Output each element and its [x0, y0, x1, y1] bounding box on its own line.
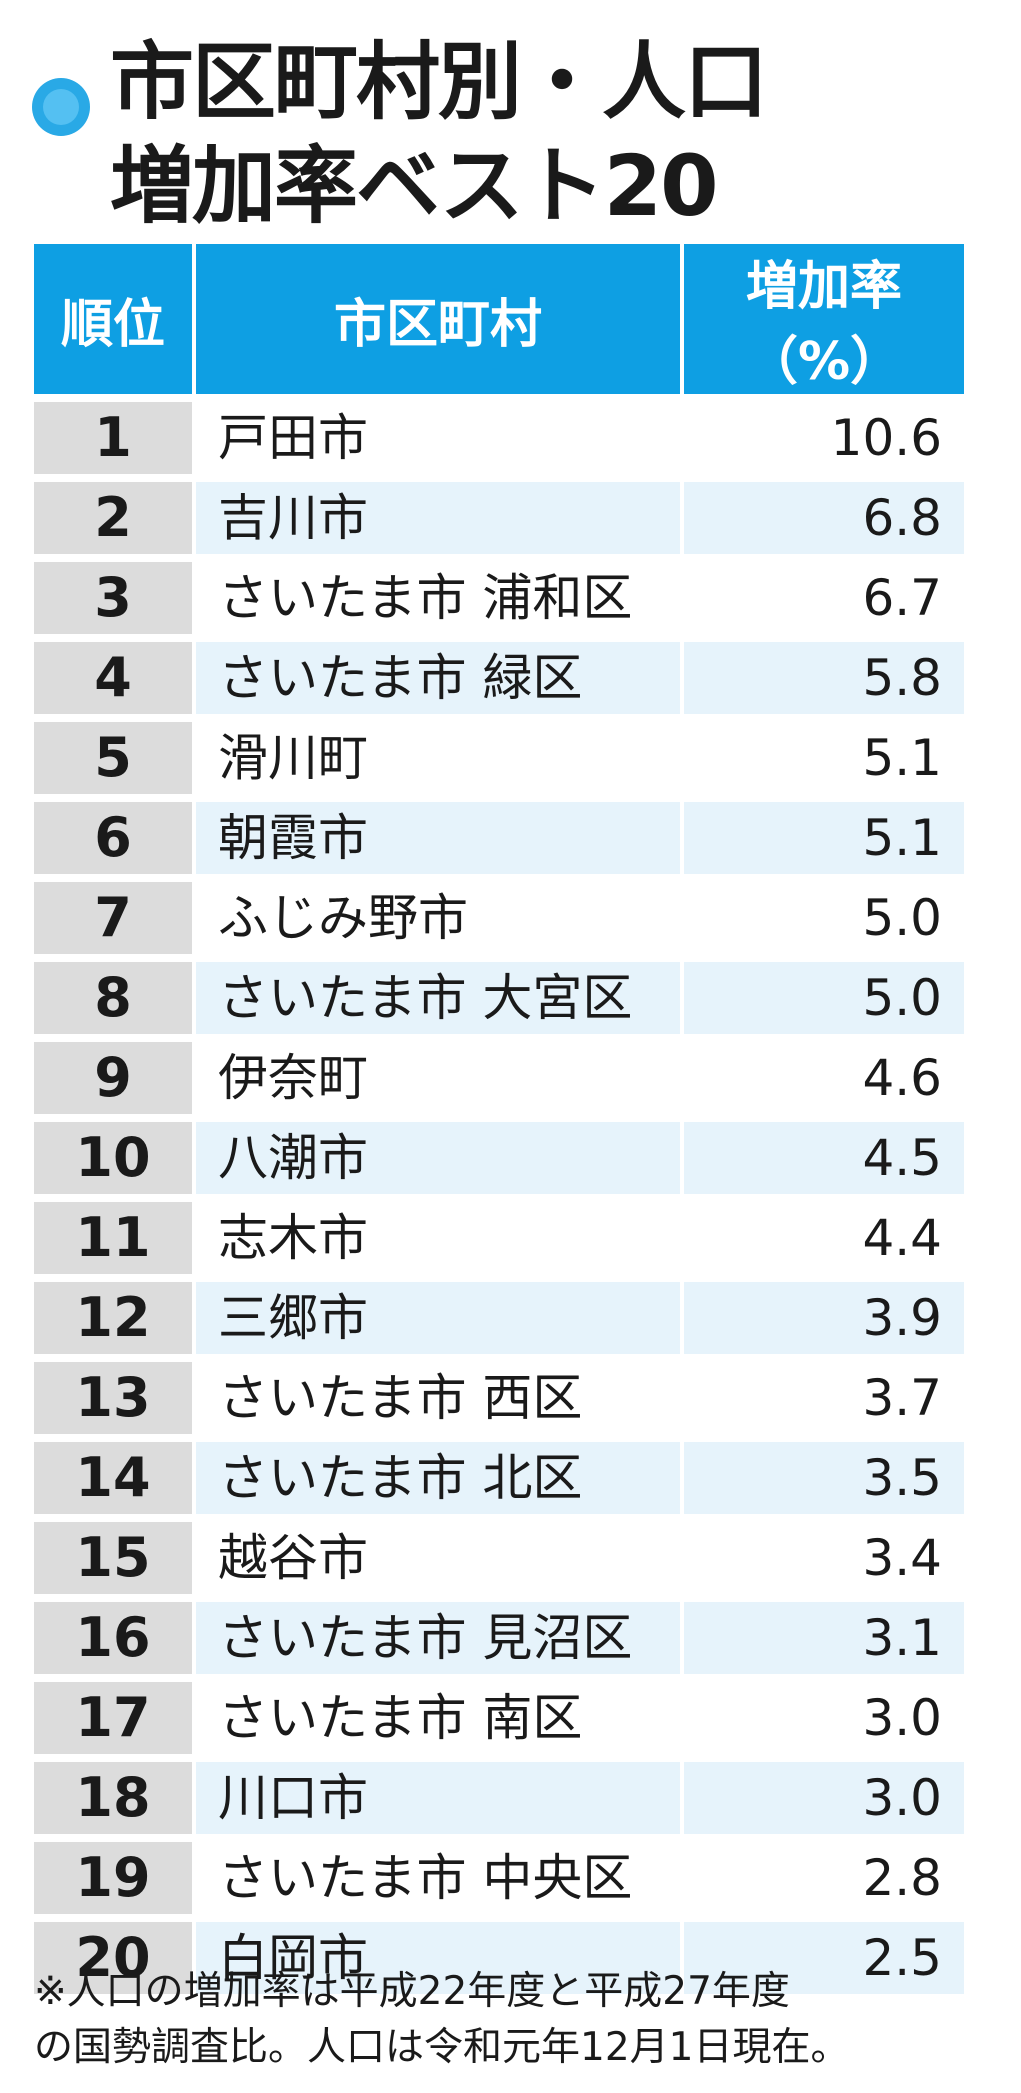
table-row: 10 八潮市 4.5	[34, 1122, 964, 1202]
growth-rate-cell: 6.7	[684, 562, 964, 642]
table-row: 1 戸田市 10.6	[34, 402, 964, 482]
municipality-cell: さいたま市 中央区	[196, 1842, 680, 1922]
municipality-cell: ふじみ野市	[196, 882, 680, 962]
growth-rate-cell: 3.7	[684, 1362, 964, 1442]
growth-rate-cell: 3.5	[684, 1442, 964, 1522]
table-row: 20 白岡市 2.5	[34, 1922, 964, 2002]
table-row: 16 さいたま市 見沼区 3.1	[34, 1602, 964, 1682]
table-row: 17 さいたま市 南区 3.0	[34, 1682, 964, 1762]
municipality-cell: 朝霞市	[196, 802, 680, 882]
table-row: 7 ふじみ野市 5.0	[34, 882, 964, 962]
municipality-cell: 伊奈町	[196, 1042, 680, 1122]
growth-rate-cell: 2.8	[684, 1842, 964, 1922]
rank-cell: 12	[34, 1282, 192, 1362]
growth-rate-cell: 3.4	[684, 1522, 964, 1602]
growth-rate-cell: 4.5	[684, 1122, 964, 1202]
rank-cell: 19	[34, 1842, 192, 1922]
table-row: 6 朝霞市 5.1	[34, 802, 964, 882]
table-header: 順位 市区町村 増加率（%）	[34, 244, 964, 402]
rank-cell: 15	[34, 1522, 192, 1602]
header-rank: 順位	[34, 244, 192, 402]
growth-rate-cell: 10.6	[684, 402, 964, 482]
growth-rate-cell: 4.6	[684, 1042, 964, 1122]
ranking-table: 順位 市区町村 増加率（%） 1 戸田市 10.6 2 吉川市 6.8 3 さいたま市 浦和区…	[30, 244, 968, 2002]
rank-cell: 3	[34, 562, 192, 642]
rank-cell: 11	[34, 1202, 192, 1282]
rank-cell: 2	[34, 482, 192, 562]
table-row: 13 さいたま市 西区 3.7	[34, 1362, 964, 1442]
table-row: 11 志木市 4.4	[34, 1202, 964, 1282]
rank-cell: 8	[34, 962, 192, 1042]
footnote-line-1: ※人口の増加率は平成22年度と平成27年度	[34, 1969, 790, 2014]
municipality-cell: 戸田市	[196, 402, 680, 482]
table-row: 14 さいたま市 北区 3.5	[34, 1442, 964, 1522]
municipality-cell: 滑川町	[196, 722, 680, 802]
municipality-cell: さいたま市 大宮区	[196, 962, 680, 1042]
table-row: 5 滑川町 5.1	[34, 722, 964, 802]
title-line-1: 市区町村別・人口	[110, 33, 768, 131]
rank-cell: 4	[34, 642, 192, 722]
municipality-cell: さいたま市 北区	[196, 1442, 680, 1522]
growth-rate-cell: 3.9	[684, 1282, 964, 1362]
table-row: 18 川口市 3.0	[34, 1762, 964, 1842]
growth-rate-cell: 5.1	[684, 722, 964, 802]
footnote-line-2: の国勢調査比。人口は令和元年12月1日現在。	[34, 2025, 850, 2070]
municipality-cell: さいたま市 緑区	[196, 642, 680, 722]
municipality-cell: 川口市	[196, 1762, 680, 1842]
table-row: 2 吉川市 6.8	[34, 482, 964, 562]
table-row: 3 さいたま市 浦和区 6.7	[34, 562, 964, 642]
rank-cell: 13	[34, 1362, 192, 1442]
growth-rate-cell: 3.1	[684, 1602, 964, 1682]
header-municipality: 市区町村	[196, 244, 680, 402]
growth-rate-cell: 5.8	[684, 642, 964, 722]
table-row: 9 伊奈町 4.6	[34, 1042, 964, 1122]
rank-cell: 9	[34, 1042, 192, 1122]
municipality-cell: 八潮市	[196, 1122, 680, 1202]
table-row: 15 越谷市 3.4	[34, 1522, 964, 1602]
growth-rate-cell: 6.8	[684, 482, 964, 562]
rank-cell: 18	[34, 1762, 192, 1842]
table-row: 4 さいたま市 緑区 5.8	[34, 642, 964, 722]
growth-rate-cell: 5.1	[684, 802, 964, 882]
growth-rate-cell: 4.4	[684, 1202, 964, 1282]
rank-cell: 10	[34, 1122, 192, 1202]
rank-cell: 16	[34, 1602, 192, 1682]
municipality-cell: さいたま市 見沼区	[196, 1602, 680, 1682]
footnote: ※人口の増加率は平成22年度と平成27年度 の国勢調査比。人口は令和元年12月1…	[34, 1964, 994, 2076]
growth-rate-cell: 3.0	[684, 1682, 964, 1762]
table-body: 1 戸田市 10.6 2 吉川市 6.8 3 さいたま市 浦和区 6.7 4 さいたま市 緑区 5.8…	[34, 402, 964, 2002]
municipality-cell: 志木市	[196, 1202, 680, 1282]
header-growth-rate: 増加率（%）	[684, 244, 964, 402]
municipality-cell: さいたま市 西区	[196, 1362, 680, 1442]
growth-rate-cell: 5.0	[684, 962, 964, 1042]
bullet-circle-icon	[32, 78, 90, 136]
rank-cell: 14	[34, 1442, 192, 1522]
rank-cell: 5	[34, 722, 192, 802]
rank-cell: 1	[34, 402, 192, 482]
rank-cell: 17	[34, 1682, 192, 1762]
growth-rate-cell: 3.0	[684, 1762, 964, 1842]
municipality-cell: さいたま市 南区	[196, 1682, 680, 1762]
municipality-cell: 越谷市	[196, 1522, 680, 1602]
table-row: 8 さいたま市 大宮区 5.0	[34, 962, 964, 1042]
growth-rate-cell: 2.5	[684, 1922, 964, 2002]
municipality-cell: 吉川市	[196, 482, 680, 562]
growth-rate-cell: 5.0	[684, 882, 964, 962]
municipality-cell: 白岡市	[196, 1922, 680, 2002]
rank-cell: 6	[34, 802, 192, 882]
table-row: 19 さいたま市 中央区 2.8	[34, 1842, 964, 1922]
rank-cell: 20	[34, 1922, 192, 2002]
municipality-cell: 三郷市	[196, 1282, 680, 1362]
rank-cell: 7	[34, 882, 192, 962]
title-line-2: 増加率ベスト20	[110, 137, 719, 235]
municipality-cell: さいたま市 浦和区	[196, 562, 680, 642]
table-row: 12 三郷市 3.9	[34, 1282, 964, 1362]
